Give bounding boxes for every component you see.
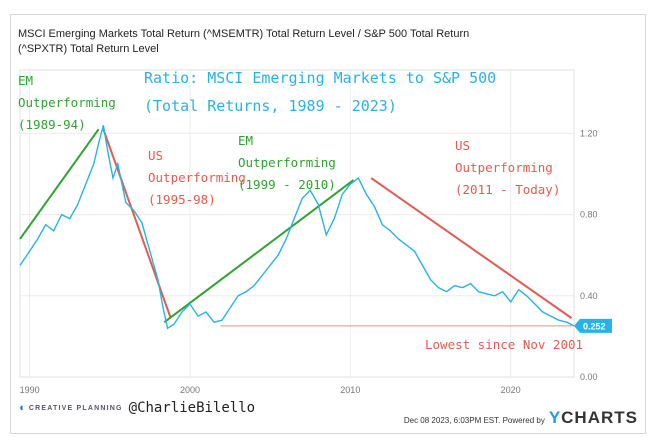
- annotation-em-1989: EM Outperforming (1989-94): [18, 70, 116, 136]
- annotation-line: Outperforming: [148, 170, 246, 185]
- y-tick-label: 1.20: [580, 128, 598, 138]
- annotation-em-1999: EM Outperforming (1999 - 2010): [238, 130, 336, 196]
- annotation-line: EM: [238, 133, 254, 148]
- annotation-line: Outperforming: [455, 160, 553, 175]
- ycharts-text: CHARTS: [561, 408, 638, 427]
- annotation-title-line: (Total Returns, 1989 - 2023): [144, 97, 397, 115]
- annotation-title-line: Ratio: MSCI Emerging Markets to S&P 500: [144, 69, 497, 87]
- x-tick-label: 2010: [340, 385, 360, 395]
- annotation-us-1995: US Outperforming (1995-98): [148, 145, 246, 211]
- annotation-title: Ratio: MSCI Emerging Markets to S&P 500 …: [144, 64, 496, 120]
- annotation-line: US: [455, 138, 471, 153]
- plot-area: [19, 69, 575, 378]
- creative-planning-logo: ◖ CREATIVE PLANNING: [18, 402, 123, 414]
- annotation-line: US: [148, 148, 164, 163]
- chart-frame: [10, 14, 646, 434]
- chart-title: MSCI Emerging Markets Total Return (^MSE…: [18, 28, 470, 55]
- annotation-line: (2011 - Today): [455, 182, 561, 197]
- last-value-label: 0.252: [583, 321, 606, 331]
- series-line: [19, 125, 575, 330]
- x-tick-label: 2020: [501, 385, 521, 395]
- trend-line: [19, 128, 100, 240]
- y-tick-label: 0.40: [580, 291, 598, 301]
- annotation-line: (1999 - 2010): [238, 177, 336, 192]
- last-value-badge: [574, 318, 612, 333]
- annotation-lowest: Lowest since Nov 2001: [425, 337, 584, 352]
- annotation-line: Outperforming: [238, 155, 336, 170]
- y-tick-label: 0.80: [580, 210, 598, 220]
- x-tick-label: 2000: [180, 385, 200, 395]
- footer-left: ◖ CREATIVE PLANNING @CharlieBilello: [18, 400, 255, 416]
- annotation-line: Outperforming: [18, 95, 116, 110]
- author-handle: @CharlieBilello: [128, 400, 256, 416]
- x-tick-label: 1990: [20, 385, 40, 395]
- creative-planning-icon: ◖: [18, 402, 26, 414]
- brand-name: CREATIVE PLANNING: [28, 404, 123, 412]
- annotation-line: (1989-94): [18, 117, 86, 132]
- ycharts-y: Y: [548, 408, 562, 427]
- annotation-us-2011: US Outperforming (2011 - Today): [455, 135, 560, 201]
- trend-line: [370, 177, 573, 319]
- ycharts-logo: YCHARTS: [549, 408, 638, 428]
- annotation-line: (1995-98): [148, 192, 216, 207]
- trend-line: [163, 179, 355, 323]
- y-tick-label: 0.00: [580, 372, 598, 382]
- timestamp: Dec 08 2023, 6:03PM EST. Powered by: [403, 416, 545, 425]
- annotation-line: EM: [18, 73, 34, 88]
- footer-right: Dec 08 2023, 6:03PM EST. Powered by YCHA…: [404, 408, 638, 428]
